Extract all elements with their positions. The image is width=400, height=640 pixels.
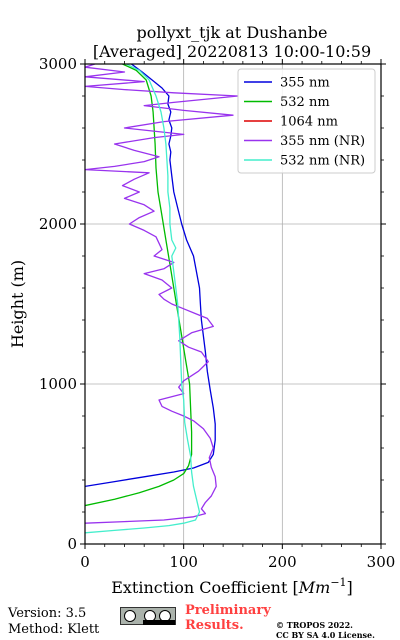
series-line-532-nm-nr <box>85 64 201 534</box>
legend: 355 nm 532 nm 1064 nm 355 nm (NR) 532 nm (NR… <box>237 68 376 174</box>
legend-label: 355 nm (NR) <box>280 134 365 149</box>
legend-label: 355 nm <box>280 76 330 91</box>
legend-label: 532 nm (NR) <box>280 154 365 169</box>
cc-by-sa-badge <box>120 607 176 625</box>
ticks <box>80 59 386 549</box>
y-tick-label: 1000 <box>39 375 77 393</box>
copyright-line-2: CC BY SA 4.0 License. <box>276 630 375 640</box>
badge-strip <box>143 620 175 625</box>
y-tick-label: 2000 <box>39 215 77 233</box>
version-text: Version: 3.5 <box>8 606 87 621</box>
legend-label: 1064 nm <box>280 115 338 130</box>
legend-box <box>237 68 376 174</box>
cc-icon <box>124 610 136 622</box>
preliminary-results-text: Preliminary Results. <box>185 603 271 633</box>
legend-label: 532 nm <box>280 95 330 110</box>
chart-title-line-1: pollyxt_tjk at Dushanbe <box>136 23 327 42</box>
y-tick-label: 0 <box>67 535 77 553</box>
plot-frame <box>84 63 382 545</box>
copyright-line-1: © TROPOS 2022. <box>276 620 353 630</box>
y-tick-label: 3000 <box>39 55 77 73</box>
method-text: Method: Klett <box>8 622 100 637</box>
x-tick-label: 200 <box>268 553 297 571</box>
x-axis-label: Extinction Coefficient [Mm−1] <box>111 576 353 597</box>
series-line-355-nm <box>85 64 216 488</box>
chart-title-line-2: [Averaged] 20220813 10:00-10:59 <box>93 42 371 61</box>
series-line-355-nm-nr <box>85 64 239 524</box>
x-tick-label: 0 <box>80 553 90 571</box>
x-tick-label: 300 <box>367 553 396 571</box>
y-axis-label: Height (m) <box>8 260 27 348</box>
series-group <box>85 64 239 534</box>
tropos-copyright: © TROPOS 2022. CC BY SA 4.0 License. <box>276 620 375 640</box>
x-tick-label: 100 <box>169 553 198 571</box>
